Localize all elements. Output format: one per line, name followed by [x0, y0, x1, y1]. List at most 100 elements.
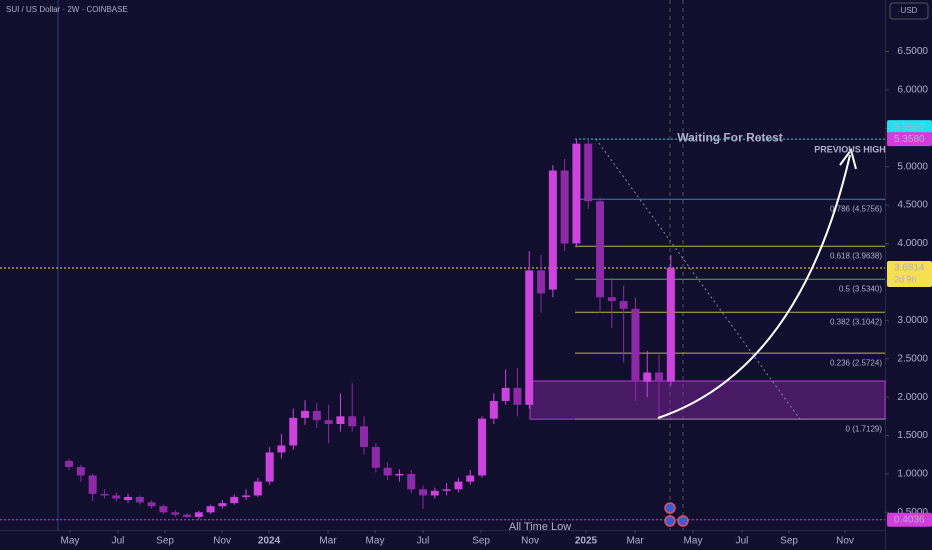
y-tick-label: 6.5000	[897, 46, 928, 57]
annotation: PREVIOUS HIGH	[814, 144, 886, 154]
candle-body	[513, 387, 522, 405]
arrow-head	[839, 147, 857, 170]
candle-body	[312, 410, 321, 421]
candle-body	[171, 512, 180, 515]
event-icon	[664, 502, 676, 514]
x-tick-label: May	[684, 536, 703, 547]
x-tick-label: Nov	[836, 536, 854, 547]
arrow	[657, 154, 851, 419]
candle-body	[100, 493, 109, 496]
candle-body	[666, 267, 675, 382]
event-icon	[677, 515, 689, 527]
candle-body	[218, 503, 227, 507]
y-tick-label: 2.5000	[897, 353, 928, 364]
x-tick-label: May	[61, 536, 80, 547]
candle-body	[489, 400, 498, 419]
candle-body	[478, 418, 487, 476]
candle-body	[348, 416, 357, 427]
x-tick-label: Mar	[319, 536, 337, 547]
price-label: 5.3580	[894, 122, 925, 133]
x-tick-label: 2025	[575, 536, 598, 547]
candle-body	[88, 475, 97, 494]
candle-body	[430, 490, 439, 496]
currency-label[interactable]: USD	[901, 6, 918, 15]
x-tick-label: 2024	[258, 536, 281, 547]
candle-body	[76, 467, 85, 476]
candle-body	[124, 496, 133, 501]
candle-body	[371, 447, 380, 468]
fib-label: 0.786 (4.5756)	[830, 204, 882, 213]
candle-body	[395, 473, 404, 476]
currency-button[interactable]	[889, 2, 929, 20]
candle-body	[560, 170, 569, 244]
event-icon	[664, 515, 676, 527]
price-label: 0.4036	[894, 514, 925, 525]
x-tick-label: Sep	[780, 536, 798, 547]
fib-label: 0.618 (3.9638)	[830, 251, 882, 260]
chart-title: SUI / US Dollar · 2W · COINBASE	[6, 5, 128, 14]
y-tick-label: 1.0000	[897, 469, 928, 480]
fib-label: 0.382 (3.1042)	[830, 317, 882, 326]
price-label: 5.3580	[894, 134, 925, 145]
support-zone	[529, 380, 886, 420]
price-label-box	[887, 132, 932, 147]
y-tick-label: 3.0000	[897, 315, 928, 326]
fib-label: 0.236 (2.5724)	[830, 358, 882, 367]
price-label-box	[887, 260, 932, 287]
candle-body	[230, 496, 239, 504]
y-tick-label: 1.5000	[897, 430, 928, 441]
annotation: Waiting For Retest	[677, 130, 783, 144]
x-tick-label: Nov	[213, 536, 231, 547]
candle-body	[501, 387, 510, 401]
candle-body	[159, 506, 168, 513]
x-tick-label: Nov	[521, 536, 539, 547]
candle-body	[289, 417, 298, 446]
candle-body	[454, 481, 463, 490]
candle-body	[65, 460, 74, 468]
candle-body	[407, 473, 416, 490]
candle-body	[596, 201, 605, 298]
fib-label: 0.5 (3.5340)	[839, 284, 882, 293]
y-tick-label: 2.0000	[897, 392, 928, 403]
y-tick-label: 4.5000	[897, 200, 928, 211]
candle-body	[607, 297, 616, 302]
candle-body	[277, 445, 286, 453]
price-label-box	[887, 120, 932, 135]
candle-body	[631, 308, 640, 382]
candle-body	[336, 416, 345, 424]
candle-body	[584, 143, 593, 202]
candle-body	[466, 475, 475, 482]
candle-body	[537, 270, 546, 294]
y-tick-label: 0.5000	[897, 507, 928, 518]
candle-body	[383, 467, 392, 476]
candle-body	[572, 143, 581, 244]
x-tick-label: Sep	[156, 536, 174, 547]
countdown: 2d 9h	[894, 274, 917, 284]
candle-body	[253, 481, 262, 496]
candle-body	[242, 495, 251, 497]
candle-body	[419, 489, 428, 496]
x-tick-label: May	[366, 536, 385, 547]
candle-body	[324, 420, 333, 424]
y-tick-label: 5.0000	[897, 161, 928, 172]
candle-body	[112, 495, 121, 499]
annotation: All Time Low	[509, 521, 571, 533]
candle-body	[525, 270, 534, 405]
candle-body	[643, 372, 652, 382]
candle-body	[135, 496, 144, 503]
candle-body	[655, 372, 664, 382]
y-tick-label: 4.0000	[897, 238, 928, 249]
y-tick-label: 6.0000	[897, 85, 928, 96]
candle-body	[548, 170, 557, 290]
candle-body	[301, 410, 310, 418]
x-tick-label: Jul	[736, 536, 749, 547]
candle-body	[206, 506, 215, 513]
candle-body	[360, 426, 369, 448]
candle-body	[619, 301, 628, 309]
candle-body	[265, 452, 274, 482]
candle-body	[147, 502, 156, 507]
candle-body	[183, 514, 192, 517]
x-tick-label: Sep	[472, 536, 490, 547]
